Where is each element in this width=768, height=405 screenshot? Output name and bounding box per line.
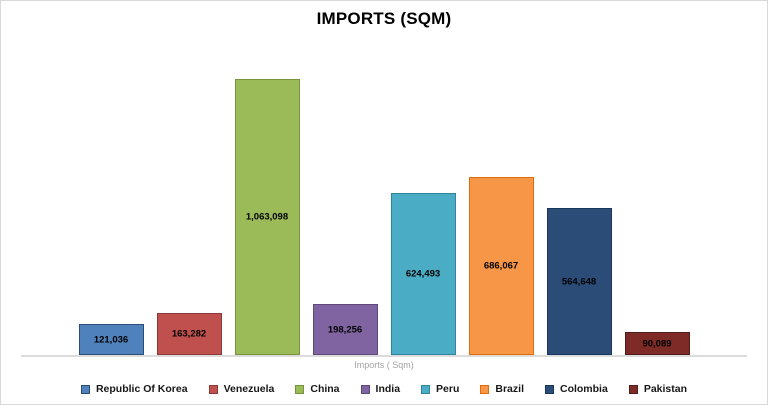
legend-label-pakistan: Pakistan bbox=[643, 383, 688, 395]
legend-label-china: China bbox=[310, 383, 340, 395]
bar-value-label-china: 1,063,098 bbox=[245, 211, 289, 223]
bar-republic-of-korea: 121,036 bbox=[78, 324, 144, 355]
x-axis-line bbox=[21, 355, 747, 357]
legend-item-china: China bbox=[295, 383, 340, 395]
legend-item-pakistan: Pakistan bbox=[628, 383, 688, 395]
legend-item-colombia: Colombia bbox=[544, 383, 608, 395]
legend-label-peru: Peru bbox=[436, 383, 460, 395]
legend-swatch-peru bbox=[421, 384, 431, 394]
bar-value-label-india: 198,256 bbox=[327, 324, 363, 335]
legend: Republic Of Korea Venezuela China India Peru… bbox=[1, 383, 767, 395]
legend-item-peru: Peru bbox=[421, 383, 459, 395]
x-axis-title: Imports ( Sqm) bbox=[354, 360, 414, 370]
bar-value-label-brazil: 686,067 bbox=[483, 260, 519, 272]
legend-item-venezuela: Venezuela bbox=[208, 383, 275, 395]
legend-item-brazil: Brazil bbox=[480, 383, 524, 395]
bar-venezuela: 163,282 bbox=[156, 313, 222, 355]
legend-label-venezuela: Venezuela bbox=[223, 383, 275, 395]
legend-swatch-republic-of-korea bbox=[80, 384, 90, 394]
bar-value-label-peru: 624,493 bbox=[405, 268, 441, 280]
bar-india: 198,256 bbox=[312, 304, 378, 355]
chart-title: IMPORTS (SQM) bbox=[316, 9, 452, 28]
legend-swatch-brazil bbox=[480, 384, 490, 394]
bar-value-label-republic-of-korea: 121,036 bbox=[93, 334, 129, 345]
legend-label-brazil: Brazil bbox=[495, 383, 524, 395]
legend-item-republic-of-korea: Republic Of Korea bbox=[80, 383, 188, 395]
bar-value-label-colombia: 564,648 bbox=[561, 276, 597, 287]
legend-label-colombia: Colombia bbox=[559, 383, 608, 395]
bar-china: 1,063,098 bbox=[234, 79, 300, 355]
legend-swatch-pakistan bbox=[628, 384, 638, 394]
legend-item-india: India bbox=[360, 383, 401, 395]
bar-brazil: 686,067 bbox=[468, 177, 534, 355]
bar-value-label-pakistan: 90,089 bbox=[642, 338, 672, 349]
bar-value-label-venezuela: 163,282 bbox=[171, 328, 207, 340]
bar-colombia: 564,648 bbox=[546, 208, 612, 355]
legend-swatch-china bbox=[295, 384, 305, 394]
bar-pakistan: 90,089 bbox=[624, 332, 690, 355]
legend-swatch-venezuela bbox=[208, 384, 218, 394]
bar-peru: 624,493 bbox=[390, 193, 456, 355]
legend-swatch-colombia bbox=[544, 384, 554, 394]
legend-swatch-india bbox=[360, 384, 370, 394]
legend-label-republic-of-korea: Republic Of Korea bbox=[95, 383, 188, 395]
legend-label-india: India bbox=[375, 383, 401, 395]
bars-container: 121,036 163,282 1,063,098 198,256 624,493 686… bbox=[21, 79, 747, 355]
plot-area: 121,036 163,282 1,063,098 198,256 624,493 686… bbox=[21, 79, 747, 357]
